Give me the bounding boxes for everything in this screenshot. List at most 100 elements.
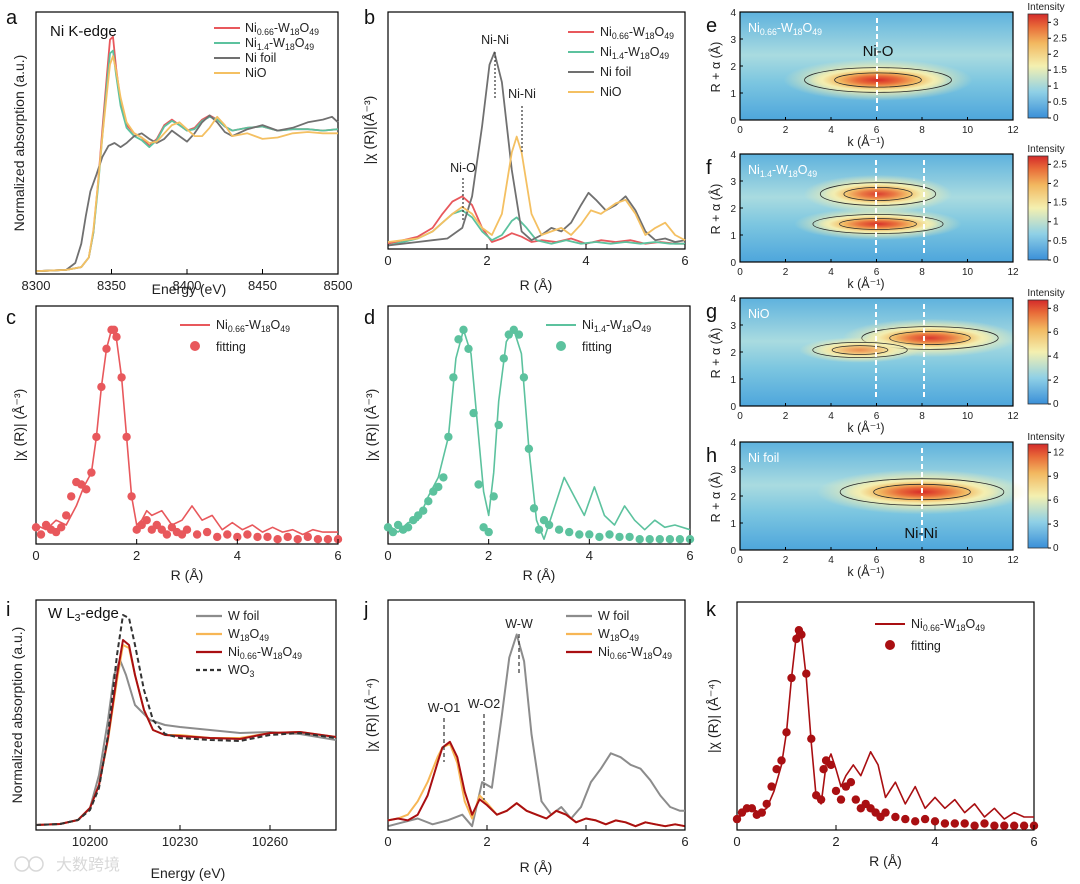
fit-point bbox=[836, 795, 846, 804]
contour-line bbox=[834, 72, 922, 88]
formula-text: Ni bbox=[245, 21, 257, 35]
formula-subscript: 49 bbox=[304, 42, 314, 52]
series-line bbox=[387, 135, 686, 243]
panel-letter: j bbox=[363, 599, 368, 621]
formula-text: -W bbox=[777, 21, 793, 35]
y-axis-label: |χ (R)| (Å⁻⁴) bbox=[705, 679, 721, 753]
x-tick-label: 8 bbox=[919, 125, 925, 136]
fit-point bbox=[940, 819, 950, 828]
x-tick-label: 0 bbox=[733, 834, 740, 849]
fit-point bbox=[1000, 821, 1009, 830]
y-tick-label: 3 bbox=[730, 465, 736, 476]
fit-point bbox=[142, 516, 151, 525]
fit-point bbox=[782, 728, 791, 737]
fit-point bbox=[757, 808, 766, 817]
series-line bbox=[35, 659, 337, 826]
watermark-icon bbox=[14, 856, 30, 872]
panel-letter: i bbox=[6, 599, 10, 621]
formula-subscript: 18 bbox=[788, 169, 798, 179]
legend-label: fitting bbox=[216, 340, 246, 354]
formula-subscript: 0.66 bbox=[257, 27, 274, 37]
x-tick-label: 8500 bbox=[324, 278, 353, 293]
formula-subscript: 0.66 bbox=[228, 324, 245, 334]
series-line bbox=[387, 328, 691, 541]
colorbar bbox=[1027, 13, 1049, 119]
contour-line bbox=[843, 186, 913, 201]
colorbar-tick-label: 0 bbox=[1053, 543, 1059, 554]
fit-point bbox=[388, 527, 398, 537]
panel-d: 0 2 4 6 R (Å) |χ (R)| (Å⁻³) d Ni1.4-W18O49 fitti… bbox=[363, 305, 695, 583]
fit-point bbox=[529, 504, 539, 513]
sample-label: Ni foil bbox=[748, 451, 779, 465]
x-tick-label: 12 bbox=[1007, 267, 1019, 278]
formula-subscript: 1.4 bbox=[594, 324, 606, 334]
y-tick-label: 3 bbox=[730, 177, 736, 188]
formula-subscript: 18 bbox=[290, 27, 300, 37]
x-tick-label: 8350 bbox=[97, 278, 126, 293]
fit-point bbox=[901, 814, 910, 824]
x-tick-label: 4 bbox=[828, 555, 834, 566]
formula-subscript: 49 bbox=[812, 27, 822, 37]
series-line bbox=[35, 639, 337, 826]
y-axis-label: Normalized absorption (a.u.) bbox=[11, 55, 27, 232]
x-tick-label: 8400 bbox=[173, 278, 202, 293]
formula-subscript: 49 bbox=[629, 633, 639, 643]
legend-label: W foil bbox=[228, 609, 259, 623]
y-tick-label: 4 bbox=[730, 8, 736, 19]
fit-point bbox=[454, 335, 463, 344]
x-tick-label: 0 bbox=[384, 548, 391, 563]
fit-point bbox=[1019, 821, 1029, 830]
x-tick-label: 0 bbox=[737, 555, 743, 566]
panel-letter: g bbox=[706, 301, 717, 323]
x-tick-label: 10 bbox=[962, 555, 974, 566]
formula-text: -W bbox=[274, 21, 290, 35]
x-tick-label: 4 bbox=[828, 411, 834, 422]
colorbar bbox=[1027, 443, 1049, 549]
x-tick-label: 6 bbox=[681, 834, 688, 849]
fit-point bbox=[182, 525, 192, 534]
x-tick-label: 0 bbox=[384, 834, 391, 849]
formula-subscript: 18 bbox=[610, 633, 620, 643]
colorbar-tick-label: 1 bbox=[1053, 217, 1059, 228]
x-axis-label: R (Å) bbox=[869, 853, 902, 869]
formula-subscript: 18 bbox=[640, 51, 650, 61]
colorbar-tick-label: 0.5 bbox=[1053, 97, 1067, 108]
fit-point bbox=[419, 506, 428, 515]
y-tick-label: 1 bbox=[730, 375, 736, 386]
panel-c: 0 2 4 6 R (Å) |χ (R)| (Å⁻³) c Ni0.66-W18O49 fitt… bbox=[6, 305, 343, 583]
formula-text: Ni bbox=[748, 21, 760, 35]
colorbar-title: Intensity bbox=[1027, 144, 1064, 155]
x-tick-label: 6 bbox=[874, 267, 880, 278]
fit-point bbox=[575, 530, 584, 539]
formula-text: Ni foil bbox=[600, 65, 631, 79]
fit-point bbox=[162, 530, 172, 539]
peak-annotation: W-O1 bbox=[428, 701, 460, 715]
formula-subscript: 0.66 bbox=[610, 651, 627, 661]
formula-text: -W bbox=[772, 163, 788, 177]
fit-point bbox=[202, 527, 212, 537]
legend-label: Ni1.4-W18O49 bbox=[600, 45, 669, 61]
x-tick-label: 4 bbox=[931, 834, 938, 849]
legend-marker bbox=[885, 640, 895, 650]
y-tick-label: 3 bbox=[730, 321, 736, 332]
x-axis-label: Energy (eV) bbox=[152, 281, 227, 297]
fit-point bbox=[92, 432, 101, 442]
panel-b: 0 2 4 6 R (Å) |χ (R)|(Å⁻³) b Ni-Ni Ni-Ni Ni-O Ni0.… bbox=[361, 7, 689, 293]
legend-label: Ni foil bbox=[245, 51, 276, 65]
fit-point bbox=[950, 819, 959, 828]
intensity-peak bbox=[808, 67, 948, 93]
fit-point bbox=[127, 492, 136, 501]
formula-text: Ni foil bbox=[245, 51, 276, 65]
x-tick-label: 6 bbox=[874, 125, 880, 136]
colorbar-tick-label: 2 bbox=[1053, 178, 1059, 189]
sample-label: Ni0.66-W18O49 bbox=[748, 21, 822, 37]
peak-annotation: W-O2 bbox=[468, 697, 500, 711]
formula-subscript: 1.4 bbox=[257, 42, 269, 52]
series-line bbox=[35, 644, 337, 826]
formula-text: -W bbox=[245, 318, 261, 332]
legend-label: Ni0.66-W18O49 bbox=[598, 645, 672, 661]
formula-subscript: 18 bbox=[261, 324, 271, 334]
x-tick-label: 0 bbox=[737, 267, 743, 278]
